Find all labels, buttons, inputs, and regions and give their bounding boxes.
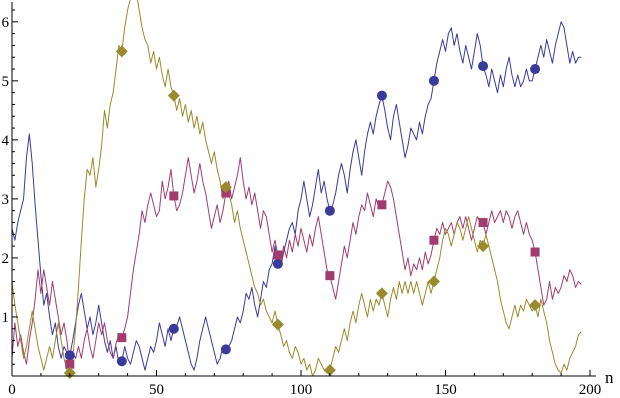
x-tick-label-200: 200 <box>579 382 602 398</box>
series-3-marker-6 <box>323 364 336 377</box>
series-3-marker-3 <box>167 89 180 102</box>
series-3-marker-10 <box>529 299 542 312</box>
x-tick-label-100: 100 <box>290 382 313 398</box>
series-1-marker-7 <box>376 90 387 101</box>
x-tick-label-50: 50 <box>149 382 164 398</box>
y-tick-label-2: 2 <box>2 251 10 267</box>
series-1-marker-9 <box>478 61 489 72</box>
y-tick-label-3: 3 <box>2 192 10 208</box>
series-3-marker-4 <box>219 181 232 194</box>
series-1-marker-6 <box>324 205 335 216</box>
series-3-marker-9 <box>477 240 490 253</box>
series-2-marker-10 <box>530 247 540 257</box>
marker-layer <box>63 45 542 380</box>
x-tick-label-0: 0 <box>8 382 16 398</box>
series-1-marker-5 <box>272 258 283 269</box>
series-2-marker-2 <box>117 333 127 343</box>
series-1-marker-2 <box>116 356 127 367</box>
series-2-marker-5 <box>273 250 283 260</box>
series-1-marker-8 <box>428 75 439 86</box>
x-tick-label-150: 150 <box>434 382 457 398</box>
y-tick-label-4: 4 <box>2 133 10 149</box>
axes: 0 50 100 150 200 1 2 3 4 5 6 <box>2 2 602 398</box>
series-line-1 <box>12 21 582 371</box>
series-layer <box>12 0 582 376</box>
x-axis-title: n <box>605 368 614 387</box>
series-1-marker-4 <box>220 344 231 355</box>
series-line-2 <box>12 157 582 365</box>
series-2-marker-3 <box>169 191 179 201</box>
series-line-3 <box>12 0 582 376</box>
series-3-marker-2 <box>115 45 128 58</box>
series-2-marker-9 <box>478 218 488 228</box>
series-2-marker-1 <box>65 359 75 369</box>
series-2-marker-6 <box>325 271 335 281</box>
y-tick-label-5: 5 <box>2 74 10 90</box>
series-3-marker-7 <box>375 287 388 300</box>
series-1-marker-1 <box>64 350 75 361</box>
series-3-marker-5 <box>271 318 284 331</box>
y-tick-label-1: 1 <box>2 310 10 326</box>
series-1-marker-10 <box>530 64 541 75</box>
series-2-marker-7 <box>377 200 387 210</box>
series-2-marker-8 <box>429 235 439 245</box>
series-1-marker-3 <box>168 323 179 334</box>
y-tick-label-6: 6 <box>2 15 10 31</box>
series-3-marker-8 <box>427 275 440 288</box>
